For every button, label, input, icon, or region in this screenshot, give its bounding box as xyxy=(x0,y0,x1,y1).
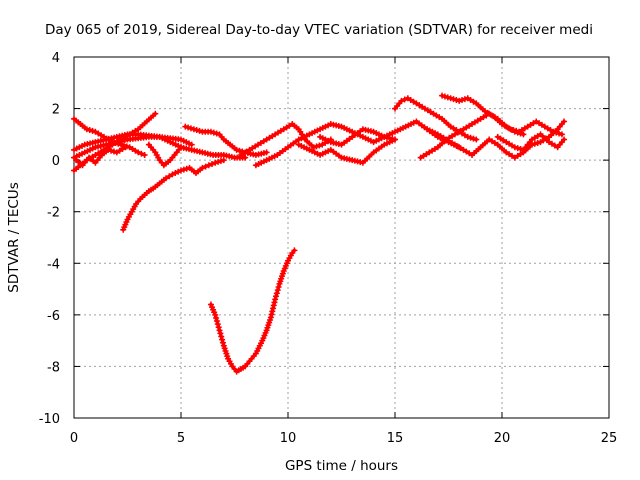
y-axis-label: SDTVAR / TECUs xyxy=(6,182,22,292)
data-point-markers xyxy=(182,123,270,158)
series-track-4 xyxy=(71,131,195,153)
series-track-8 xyxy=(207,247,298,375)
data-point-markers xyxy=(317,126,398,148)
series-track-15 xyxy=(439,92,565,138)
x-tick-label: 20 xyxy=(494,431,511,446)
x-axis-label: GPS time / hours xyxy=(285,458,398,474)
series-track-6 xyxy=(120,157,227,233)
axis-ticks: 0 5 10 15 20 25 -10 -8 -6 -4 -2 0 2 4 xyxy=(39,51,618,446)
data-point-markers xyxy=(439,92,565,138)
series-track-5 xyxy=(145,141,184,169)
series-track-7 xyxy=(182,123,270,158)
y-tick-label: 0 xyxy=(52,154,60,169)
data-point-markers xyxy=(120,157,227,233)
y-tick-label: -8 xyxy=(47,360,60,375)
data-point-markers xyxy=(494,131,568,153)
grid-lines xyxy=(74,57,609,418)
data-point-markers xyxy=(145,141,184,169)
series-track-9 xyxy=(237,121,334,158)
y-tick-label: -6 xyxy=(47,309,60,324)
data-marks xyxy=(71,92,568,375)
series-track-12 xyxy=(317,126,398,148)
plot-frame xyxy=(73,56,610,419)
series-track-11 xyxy=(295,136,398,166)
y-tick-label: -2 xyxy=(47,206,60,221)
series-track-16 xyxy=(424,118,568,161)
chart-title: Day 065 of 2019, Sidereal Day-to-day VTE… xyxy=(45,22,593,38)
x-tick-label: 5 xyxy=(177,431,185,446)
series-track-18 xyxy=(73,144,129,169)
y-tick-label: -10 xyxy=(39,412,60,427)
x-tick-label: 10 xyxy=(280,431,297,446)
data-point-markers xyxy=(207,247,298,375)
x-tick-label: 25 xyxy=(601,431,618,446)
x-tick-label: 0 xyxy=(70,431,78,446)
data-point-markers xyxy=(424,118,568,161)
data-point-markers xyxy=(73,144,129,169)
series-track-17 xyxy=(494,131,568,153)
y-tick-label: -4 xyxy=(47,257,60,272)
data-point-markers xyxy=(295,136,398,166)
y-tick-label: 2 xyxy=(52,103,60,118)
series-trace xyxy=(121,158,226,232)
x-tick-label: 15 xyxy=(387,431,404,446)
y-tick-label: 4 xyxy=(52,51,60,66)
data-point-markers xyxy=(71,131,195,153)
